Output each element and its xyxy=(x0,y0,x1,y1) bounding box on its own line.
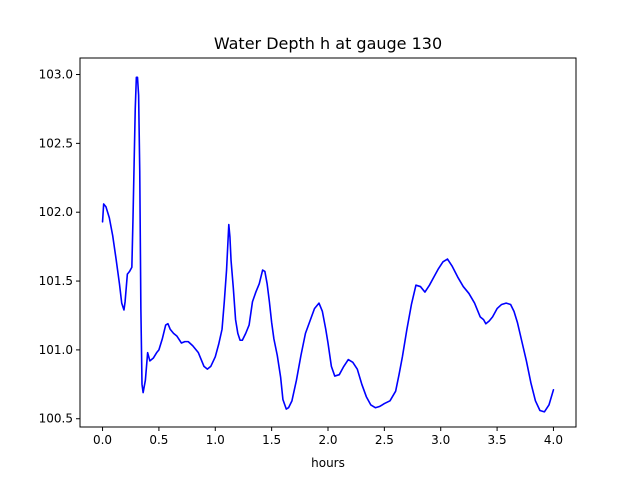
y-tick-label: 101.0 xyxy=(39,343,73,357)
x-tick-label: 0.5 xyxy=(149,433,168,447)
x-tick-label: 3.5 xyxy=(488,433,507,447)
y-tick-label: 103.0 xyxy=(39,68,73,82)
x-tick-label: 2.5 xyxy=(375,433,394,447)
y-tick-label: 102.5 xyxy=(39,136,73,150)
x-tick-label: 1.0 xyxy=(206,433,225,447)
y-tick-label: 102.0 xyxy=(39,205,73,219)
y-axis: 100.5 101.0 101.5 102.0 102.5 103.0 xyxy=(39,68,80,426)
y-tick-label: 101.5 xyxy=(39,274,73,288)
x-axis-label: hours xyxy=(311,456,345,470)
axes-frame xyxy=(79,57,577,428)
plot-area xyxy=(101,76,555,413)
x-tick-label: 1.5 xyxy=(262,433,281,447)
x-tick-label: 4.0 xyxy=(544,433,563,447)
x-tick-label: 3.0 xyxy=(431,433,450,447)
y-tick-label: 100.5 xyxy=(39,412,73,426)
x-tick-label: 2.0 xyxy=(318,433,337,447)
x-axis: 0.0 0.5 1.0 1.5 2.0 2.5 3.0 3.5 4.0 xyxy=(93,427,563,447)
chart-title: Water Depth h at gauge 130 xyxy=(214,34,442,53)
x-tick-label: 0.0 xyxy=(93,433,112,447)
water-depth-line xyxy=(101,76,555,413)
